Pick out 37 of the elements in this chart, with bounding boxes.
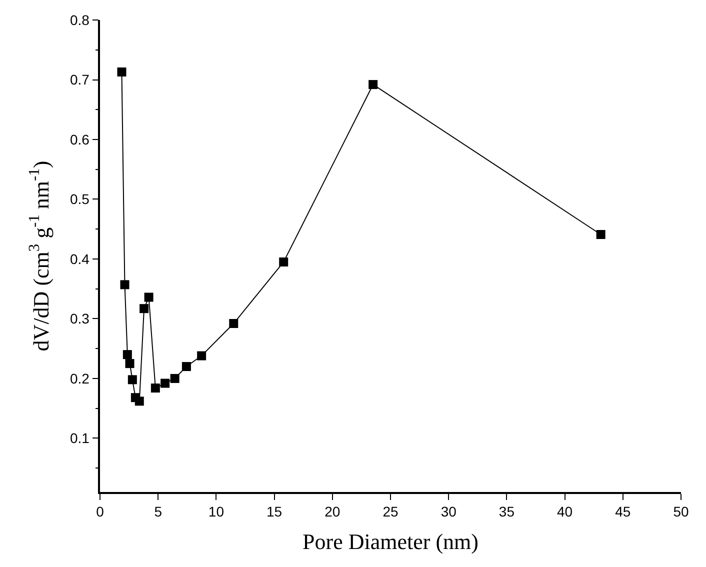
point — [182, 362, 191, 372]
point — [170, 374, 180, 383]
y-tick-label: 0.3 — [70, 310, 90, 327]
point — [160, 378, 170, 388]
x-tick-label: 20 — [324, 504, 340, 520]
y-tick-label: 0.1 — [70, 430, 90, 446]
y-tick-label: 0.2 — [70, 370, 90, 386]
x-tick-label: 40 — [557, 504, 573, 520]
point — [134, 396, 144, 406]
point — [229, 319, 238, 328]
point — [117, 67, 126, 76]
x-tick-label: 25 — [382, 504, 398, 520]
point — [197, 351, 206, 360]
point — [140, 304, 149, 314]
x-tick-label: 5 — [154, 504, 162, 520]
point — [368, 80, 378, 90]
y-tick-label: 0.6 — [70, 131, 90, 148]
point — [120, 280, 130, 290]
y-tick-label: 0.7 — [70, 72, 90, 88]
point — [122, 350, 132, 360]
x-tick-label: 35 — [498, 504, 515, 520]
point — [125, 359, 134, 368]
x-tick-label: 0 — [96, 504, 104, 520]
point — [279, 257, 288, 266]
x-tick-label: 30 — [440, 504, 457, 520]
point — [144, 292, 154, 302]
y-tick-label: 0.5 — [70, 191, 90, 208]
point — [596, 230, 606, 239]
y-tick-label: 0.4 — [70, 250, 90, 267]
x-axis-title: Pore Diameter (nm) — [302, 528, 478, 554]
point — [128, 375, 137, 384]
x-tick-label: 15 — [266, 504, 282, 520]
y-tick-label: 0.8 — [70, 12, 90, 28]
x-tick-label: 45 — [615, 504, 631, 520]
point — [150, 384, 160, 393]
x-tick-label: 50 — [673, 504, 689, 520]
x-tick-label: 10 — [208, 504, 224, 520]
